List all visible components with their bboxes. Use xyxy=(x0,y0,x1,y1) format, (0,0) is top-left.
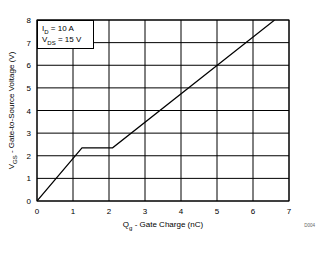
y-axis-label: VGS - Gate-to-Source Voltage (V) xyxy=(7,51,18,169)
grid-y xyxy=(37,87,289,88)
grid-y xyxy=(37,65,289,66)
x-tick-label: 2 xyxy=(107,207,112,216)
grid-y xyxy=(37,178,289,179)
x-axis-label: Qg - Gate Charge (nC) xyxy=(123,220,204,231)
y-tick-label: 1 xyxy=(27,174,32,183)
plot-frame xyxy=(37,20,289,201)
text-sub: DS xyxy=(47,40,55,46)
text-rest: - Gate Charge (nC) xyxy=(132,220,203,229)
plot-data xyxy=(37,20,275,201)
y-tick-label: 5 xyxy=(27,84,32,93)
annotation-box xyxy=(38,21,94,49)
y-tick-label: 6 xyxy=(27,61,32,70)
x-tick-label: 3 xyxy=(143,207,148,216)
x-tick-label: 5 xyxy=(215,207,220,216)
y-tick-label: 0 xyxy=(27,197,32,206)
y-tick-label: 3 xyxy=(27,129,32,138)
chart-root: 0 1 2 3 4 5 6 7 0 1 2 3 4 5 6 7 8 Qg - Gate Charge (nC) VG… xyxy=(0,0,321,254)
text-rest: = 10 A xyxy=(49,24,75,33)
y-tick-label: 7 xyxy=(27,39,32,48)
y-tick-label: 2 xyxy=(27,152,32,161)
gate-charge-line xyxy=(37,20,275,201)
annotation: VDS = 15 V xyxy=(42,35,82,46)
text-rest: - Gate-to-Source Voltage (V) xyxy=(7,51,16,155)
x-tick-label: 6 xyxy=(251,207,256,216)
x-tick-label: 1 xyxy=(71,207,76,216)
caption: D004 xyxy=(304,223,315,228)
annotation: ID = 10 A xyxy=(42,24,74,35)
x-tick-label: 4 xyxy=(179,207,184,216)
x-tick-label: 7 xyxy=(287,207,292,216)
x-tick-label: 0 xyxy=(35,207,40,216)
y-tick-label: 8 xyxy=(27,16,32,25)
text-rest: = 15 V xyxy=(56,35,82,44)
grid-y xyxy=(37,110,289,111)
chart: 0 1 2 3 4 5 6 7 0 1 2 3 4 5 6 7 8 Qg - Gate Charge (nC) VG… xyxy=(0,0,321,254)
grid-y xyxy=(37,133,289,134)
text-sub: GS xyxy=(12,155,18,164)
y-tick-label: 4 xyxy=(27,107,32,116)
